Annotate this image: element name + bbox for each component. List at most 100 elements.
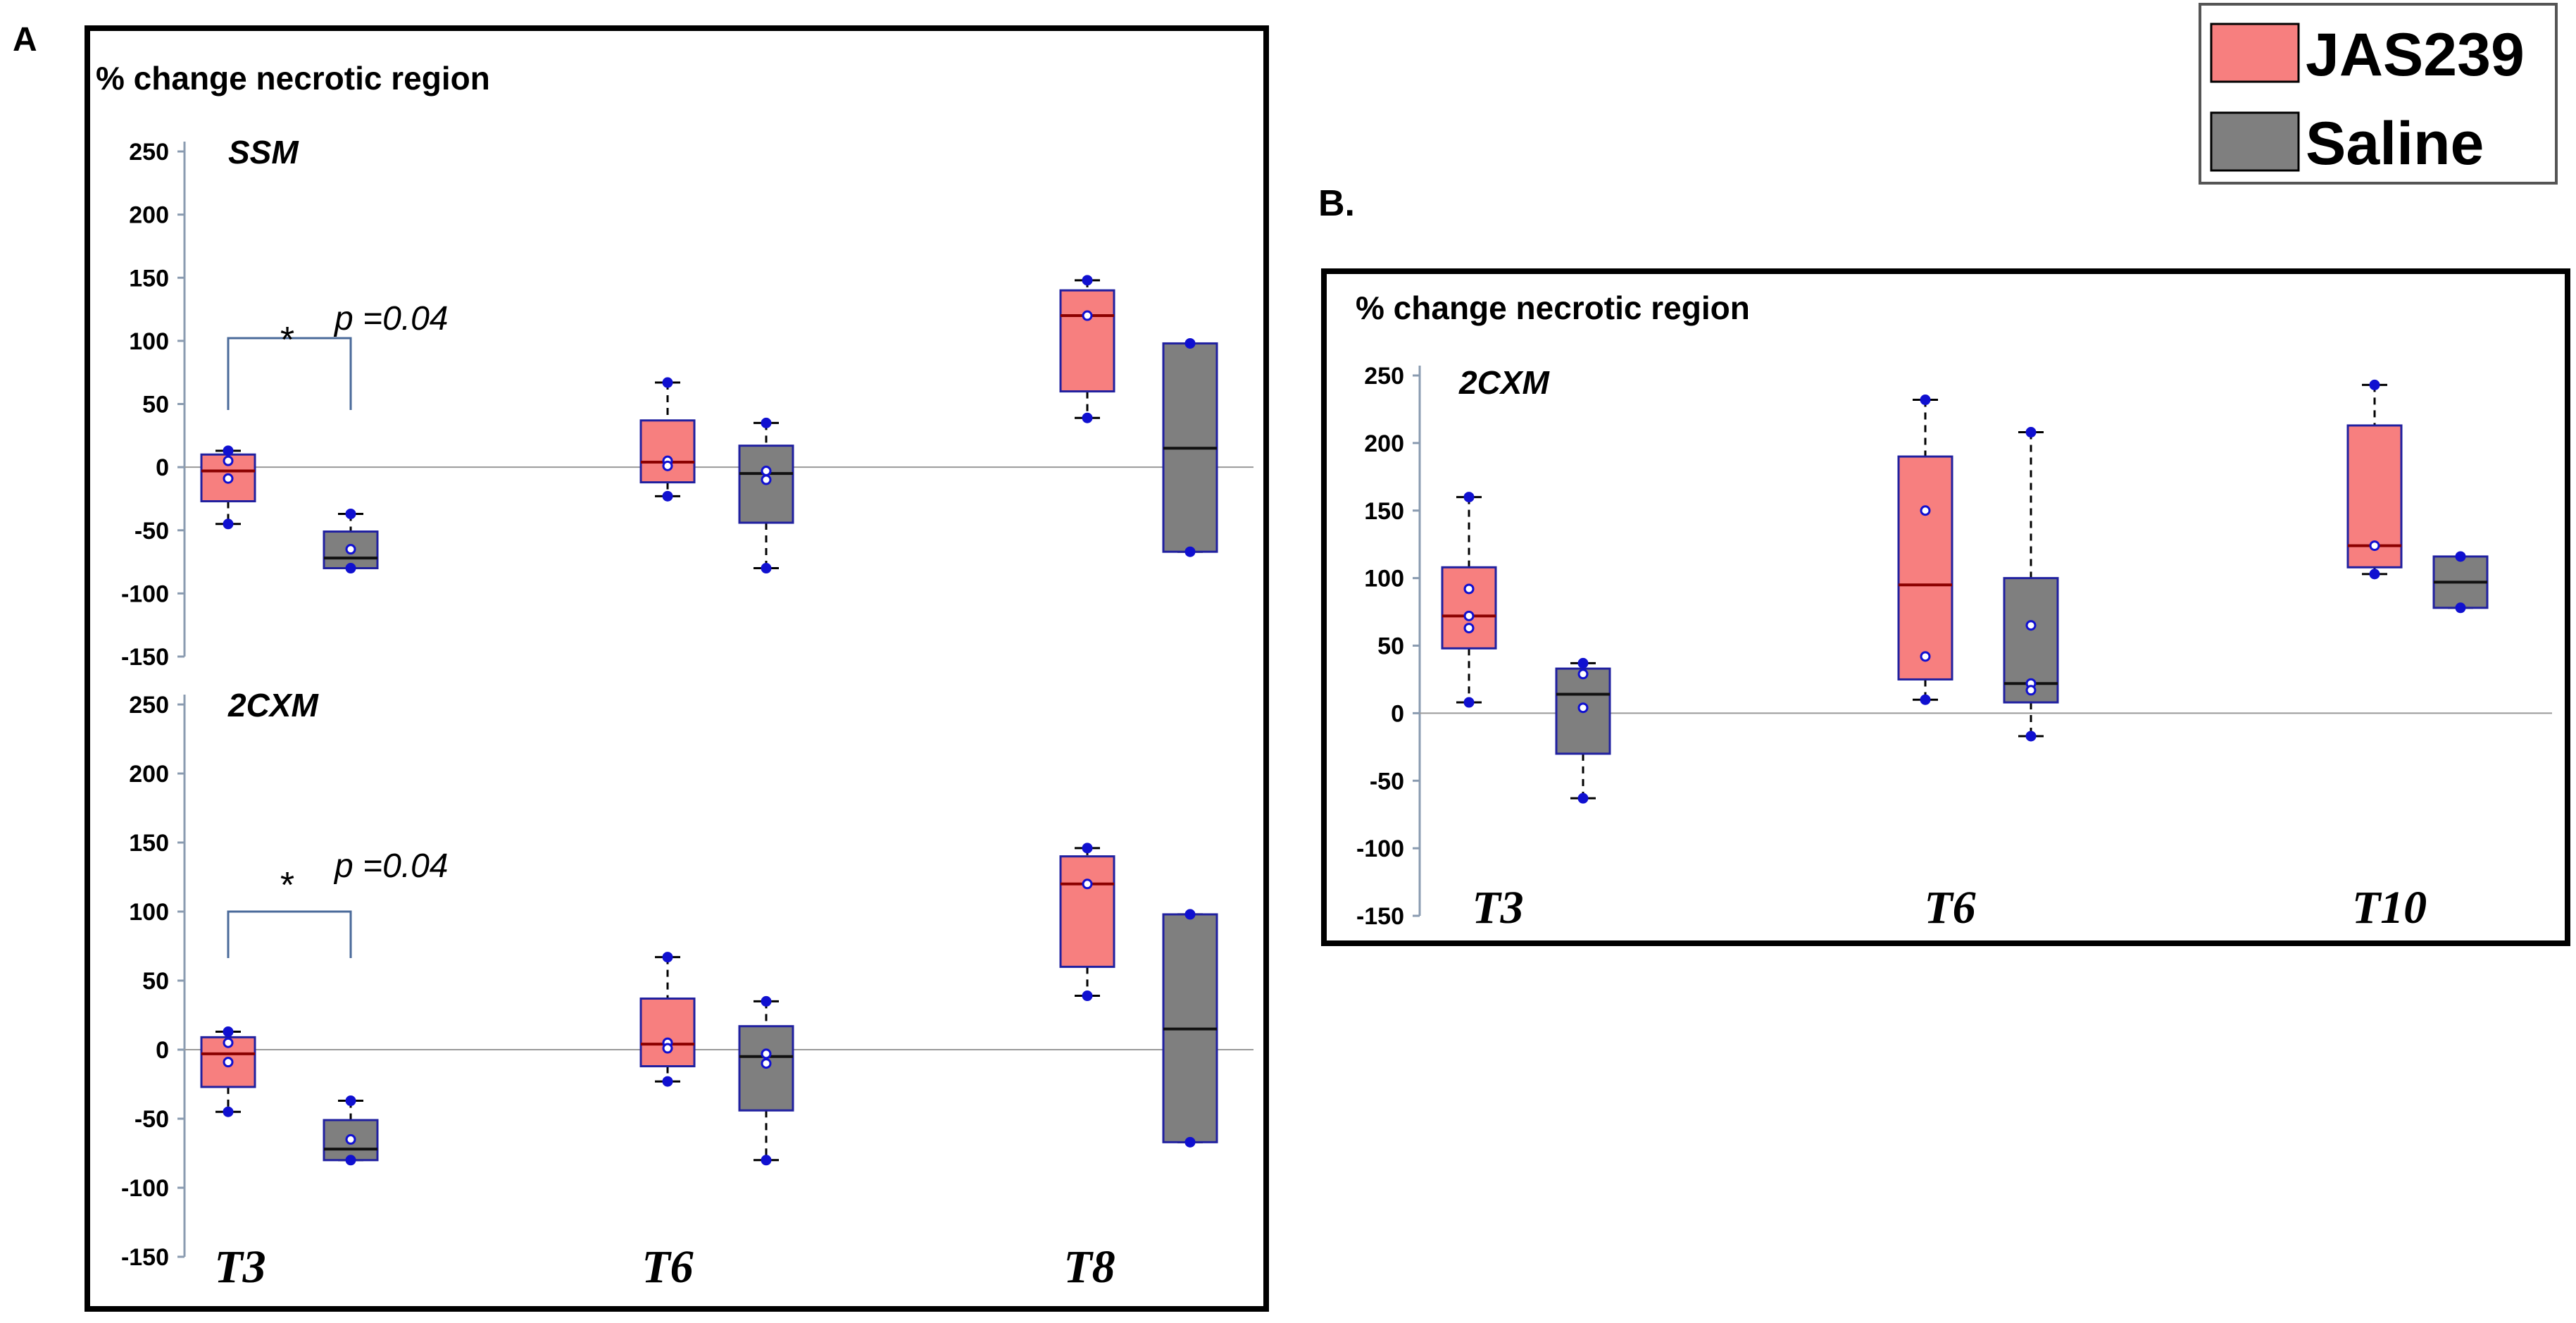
data-point [2369, 379, 2380, 390]
data-point [1082, 878, 1093, 890]
data-point [223, 1057, 234, 1068]
y-tick-label: -50 [135, 1106, 169, 1133]
data-point [662, 377, 673, 388]
data-point [345, 508, 356, 519]
data-point [1463, 583, 1475, 595]
y-tick-label: 250 [1364, 363, 1404, 390]
legend-label-saline: Saline [2306, 110, 2484, 178]
data-point [345, 1095, 356, 1107]
data-point [662, 460, 673, 471]
data-point [761, 1058, 772, 1069]
data-point [1082, 412, 1093, 423]
data-point [1920, 651, 1931, 662]
box-jas239-t6 [639, 997, 696, 1068]
category-label-t3: T3 [1472, 882, 1523, 933]
data-point [223, 445, 234, 456]
subplot-title: 2CXM [227, 687, 319, 723]
y-tick-label: 100 [1364, 566, 1404, 592]
y-tick-label: 200 [129, 202, 169, 229]
y-tick-label: 0 [156, 1037, 169, 1064]
panel-b-ylabel: % change necrotic region [1356, 290, 1750, 326]
data-point [2369, 540, 2380, 552]
legend-label-jas239: JAS239 [2306, 21, 2525, 89]
y-tick-label: 0 [156, 454, 169, 481]
data-point [2025, 731, 2037, 742]
box-jas239-t10 [2346, 424, 2403, 569]
category-label-t8: T8 [1063, 1241, 1115, 1293]
data-point [1463, 623, 1475, 634]
box-jas239-t8 [1059, 289, 1115, 393]
y-tick-label: 50 [142, 968, 169, 995]
category-label-t6: T6 [1924, 882, 1975, 933]
data-point [1082, 990, 1093, 1002]
y-tick-label: 200 [129, 761, 169, 788]
data-point [1463, 610, 1475, 621]
p-value-label: p =0.04 [333, 300, 448, 337]
data-point [2455, 551, 2466, 562]
data-point [1920, 505, 1931, 516]
data-point [1920, 694, 1931, 705]
y-tick-label: -50 [135, 518, 169, 545]
box-saline-t6 [738, 445, 794, 524]
data-point [1184, 337, 1196, 349]
data-point [761, 1048, 772, 1060]
box-jas239-t6 [639, 419, 696, 484]
legend-swatch-saline [2210, 111, 2300, 172]
p-value-label: p =0.04 [333, 847, 448, 885]
data-point [2369, 569, 2380, 580]
y-tick-label: 50 [142, 392, 169, 418]
y-tick-label: -150 [121, 644, 169, 671]
data-point [345, 563, 356, 574]
data-point [2025, 427, 2037, 438]
data-point [345, 544, 356, 555]
y-tick-label: 250 [129, 139, 169, 166]
data-point [223, 473, 234, 484]
data-point [1184, 909, 1196, 920]
data-point [662, 490, 673, 502]
y-tick-label: 100 [129, 899, 169, 926]
panel-a-ylabel: % change necrotic region [96, 60, 490, 97]
data-point [1577, 702, 1589, 714]
category-label-t10: T10 [2352, 882, 2427, 933]
data-point [761, 995, 772, 1007]
data-point [1920, 395, 1931, 406]
panel-a-frame [85, 25, 1269, 1312]
data-point [2025, 620, 2037, 631]
data-point [1082, 843, 1093, 854]
y-tick-label: 150 [129, 830, 169, 857]
y-tick-label: -50 [1370, 768, 1404, 795]
data-point [761, 466, 772, 477]
plot-b-2cxm: -150 -100 -50 0 50 100 150 200 250 2CXM T3 T6 T10 [1356, 363, 2552, 933]
data-point [1577, 669, 1589, 680]
data-point [761, 417, 772, 428]
category-label-t3: T3 [214, 1241, 265, 1293]
y-tick-label: 250 [129, 692, 169, 719]
data-point [1463, 492, 1475, 503]
data-point [2455, 602, 2466, 614]
y-tick-label: -150 [1356, 903, 1404, 930]
panel-b-label: B. [1318, 183, 1355, 224]
data-point [761, 1155, 772, 1166]
data-point [1082, 310, 1093, 321]
data-point [223, 518, 234, 530]
legend-swatch-jas239 [2210, 23, 2300, 83]
significance-bracket [227, 337, 352, 410]
legend: JAS239 Saline [2199, 3, 2558, 185]
y-tick-label: 50 [1377, 633, 1404, 660]
y-tick-label: -100 [1356, 836, 1404, 862]
data-point [2025, 685, 2037, 696]
data-point [662, 952, 673, 963]
y-tick-label: 0 [1391, 700, 1404, 727]
data-point [345, 1155, 356, 1166]
y-tick-label: 100 [129, 328, 169, 355]
y-tick-label: -100 [121, 1175, 169, 1202]
box-jas239-t6 [1897, 455, 1953, 681]
y-tick-label: -100 [121, 580, 169, 607]
data-point [662, 1076, 673, 1087]
subplot-title: 2CXM [1458, 364, 1550, 401]
data-point [662, 1043, 673, 1054]
data-point [1184, 1136, 1196, 1148]
plot-a-ssm: -150 -100 -50 0 50 100 150 200 250 SSM * p =0.04 [121, 134, 1253, 671]
data-point [223, 1037, 234, 1048]
